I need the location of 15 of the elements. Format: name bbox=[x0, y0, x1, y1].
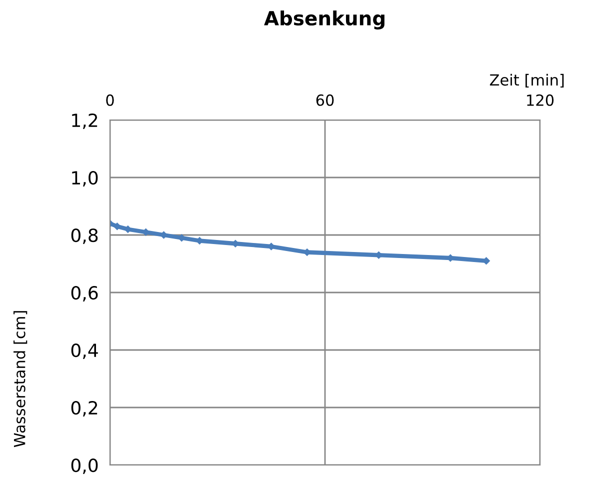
y-tick-label: 0,0 bbox=[71, 458, 98, 474]
y-tick-label: 1,2 bbox=[72, 113, 98, 129]
x-axis-title: Zeit [min] bbox=[490, 74, 564, 88]
x-tick-label: 60 bbox=[316, 94, 334, 106]
point bbox=[160, 231, 168, 239]
y-axis-title: Wasserstand [cm] bbox=[14, 311, 28, 448]
chart-title: Absenkung bbox=[264, 10, 384, 30]
point bbox=[114, 222, 121, 230]
y-tick-label: 0,4 bbox=[71, 343, 98, 359]
x-tick-label: 0 bbox=[106, 94, 114, 106]
x-tick-label: 120 bbox=[527, 94, 554, 106]
y-tick-label: 1,0 bbox=[72, 170, 98, 186]
y-tick-label: 0,8 bbox=[71, 228, 98, 244]
y-tick-label: 0,6 bbox=[71, 286, 98, 302]
y-tick-label: 0,2 bbox=[71, 400, 98, 416]
